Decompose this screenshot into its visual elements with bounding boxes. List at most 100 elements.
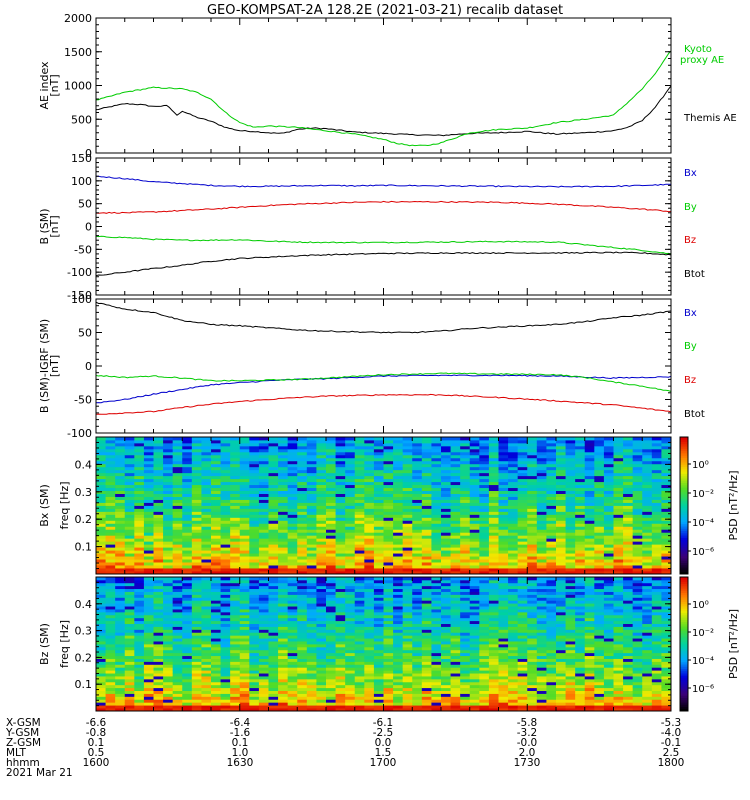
- spectrogram-cell: [536, 490, 547, 494]
- spectrogram-cell: [383, 641, 394, 645]
- spectrogram-cell: [335, 547, 346, 551]
- spectrogram-cell: [354, 502, 365, 506]
- spectrogram-cell: [230, 454, 241, 459]
- spectrogram-cell: [306, 547, 317, 551]
- spectrogram-cell: [153, 611, 164, 616]
- spectrogram-cell: [364, 502, 375, 506]
- spectrogram-cell: [96, 577, 106, 581]
- spectrogram-cell: [488, 457, 499, 462]
- spectrogram-cell: [287, 484, 298, 489]
- spectrogram-cell: [316, 702, 327, 706]
- spectrogram-cell: [211, 641, 221, 645]
- spectrogram-cell: [143, 638, 154, 642]
- spectrogram-cell: [316, 451, 327, 456]
- spectrogram-cell: [393, 606, 404, 610]
- spectrogram-cell: [402, 664, 413, 668]
- spectrogram-cell: [383, 626, 394, 630]
- spectrogram-cell: [412, 493, 423, 497]
- spectrogram-cell: [163, 568, 174, 572]
- spectrogram-cell: [488, 511, 499, 515]
- spectrogram-cell: [575, 544, 586, 548]
- y-axis-label: Bx (SM): [38, 484, 51, 527]
- spectrogram-cell: [220, 597, 231, 601]
- spectrogram-cell: [278, 553, 289, 557]
- spectrogram-cell: [105, 562, 116, 566]
- spectrogram-cell: [153, 646, 164, 651]
- spectrogram-cell: [383, 678, 394, 683]
- spectrogram-cell: [115, 529, 126, 533]
- spectrogram-cell: [278, 496, 289, 500]
- spectrogram-cell: [172, 702, 183, 706]
- spectrogram-cell: [172, 457, 183, 462]
- spectrogram-cell: [124, 529, 135, 533]
- spectrogram-cell: [163, 502, 174, 506]
- spectrogram-cell: [211, 481, 221, 486]
- spectrogram-cell: [230, 514, 241, 518]
- spectrogram-cell: [613, 484, 624, 489]
- spectrogram-cell: [603, 532, 614, 536]
- spectrogram-cell: [469, 437, 480, 441]
- spectrogram-cell: [249, 547, 260, 551]
- spectrogram-cell: [191, 508, 202, 512]
- spectrogram-cell: [143, 520, 154, 524]
- spectrogram-cell: [163, 629, 174, 633]
- colorbar-segment: [680, 526, 688, 529]
- spectrogram-cell: [345, 638, 356, 642]
- spectrogram-cell: [613, 526, 624, 530]
- spectrogram-cell: [441, 478, 451, 483]
- spectrogram-cell: [632, 475, 643, 480]
- spectrogram-cell: [632, 553, 643, 557]
- spectrogram-cell: [623, 526, 634, 530]
- spectrogram-cell: [460, 538, 471, 542]
- spectrogram-cell: [230, 478, 241, 483]
- spectrogram-cell: [460, 559, 471, 563]
- spectrogram-cell: [354, 652, 365, 657]
- spectrogram-cell: [460, 478, 471, 483]
- spectrogram-cell: [498, 469, 509, 474]
- spectrogram-cell: [661, 526, 672, 530]
- spectrogram-cell: [613, 475, 624, 480]
- spectrogram-cell: [565, 493, 576, 497]
- spectrogram-cell: [220, 617, 231, 622]
- spectrogram-cell: [364, 658, 375, 662]
- spectrogram-cell: [191, 690, 202, 694]
- spectrogram-cell: [278, 588, 289, 592]
- spectrogram-cell: [393, 696, 404, 700]
- spectrogram-cell: [421, 690, 432, 694]
- spectrogram-cell: [105, 603, 116, 607]
- spectrogram-cell: [335, 661, 346, 665]
- spectrogram-cell: [115, 457, 126, 462]
- spectrogram-cell: [239, 562, 250, 566]
- spectrogram-cell: [651, 550, 662, 554]
- spectrogram-cell: [201, 635, 212, 639]
- spectrogram-cell: [278, 632, 289, 636]
- spectrogram-cell: [124, 649, 135, 654]
- spectrogram-cell: [297, 493, 308, 497]
- spectrogram-cell: [297, 690, 308, 694]
- spectrogram-cell: [373, 646, 384, 651]
- spectrogram-cell: [383, 652, 394, 657]
- spectrogram-cell: [182, 457, 193, 462]
- spectrogram-cell: [287, 705, 298, 709]
- spectrogram-cell: [383, 562, 394, 566]
- spectrogram-cell: [364, 684, 375, 689]
- spectrogram-cell: [421, 609, 432, 613]
- spectrogram-cell: [354, 690, 365, 694]
- spectrogram-cell: [182, 611, 193, 616]
- spectrogram-cell: [220, 466, 231, 471]
- spectrogram-cell: [258, 547, 269, 551]
- spectrogram-cell: [153, 705, 164, 709]
- spectrogram-cell: [249, 559, 260, 563]
- spectrogram-cell: [316, 611, 327, 616]
- spectrogram-cell: [163, 626, 174, 630]
- spectrogram-cell: [642, 535, 653, 539]
- spectrogram-cell: [642, 437, 653, 441]
- spectrogram-cell: [163, 553, 174, 557]
- spectrogram-cell: [163, 559, 174, 563]
- spectrogram-cell: [661, 463, 672, 468]
- spectrogram-cell: [450, 529, 461, 533]
- spectrogram-cell: [115, 532, 126, 536]
- spectrogram-cell: [373, 664, 384, 668]
- spectrogram-cell: [268, 505, 279, 509]
- spectrogram-cell: [258, 684, 269, 689]
